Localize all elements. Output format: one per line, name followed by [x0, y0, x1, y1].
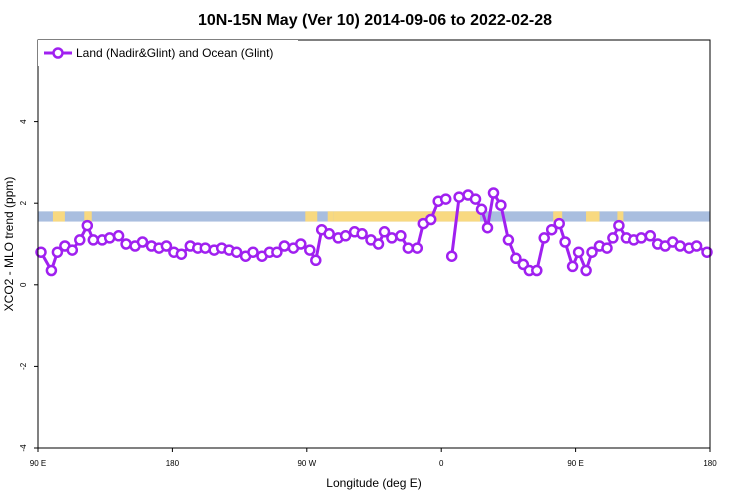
data-point — [469, 193, 482, 205]
y-tick-label: -2 — [19, 362, 28, 370]
data-point — [538, 232, 550, 244]
data-point — [635, 232, 648, 244]
data-point — [35, 246, 47, 258]
data-point — [378, 226, 391, 238]
data-point — [495, 199, 507, 211]
land-segment — [553, 211, 563, 222]
x-tick-label: 90 E — [30, 459, 46, 468]
data-point — [613, 219, 625, 232]
land-segment — [52, 211, 65, 222]
data-point — [395, 230, 407, 242]
data-point — [74, 234, 86, 246]
axis-ticks: 90 E 180 90 W 0 90 E 180 -4 -2 0 2 4 — [19, 119, 717, 468]
y-tick-label: -4 — [19, 444, 28, 452]
data-point — [487, 187, 500, 199]
data-point — [424, 213, 437, 226]
data-point — [81, 219, 94, 232]
legend-marker — [52, 47, 64, 59]
x-tick-label: 180 — [166, 459, 180, 468]
data-point — [51, 246, 64, 258]
data-point — [66, 244, 79, 256]
data-point — [586, 246, 598, 258]
land-segment — [327, 211, 334, 222]
x-axis-label: Longitude (deg E) — [326, 476, 421, 490]
data-point — [372, 238, 385, 250]
y-tick-label: 0 — [19, 282, 28, 287]
data-point — [580, 264, 592, 277]
data-point — [701, 246, 713, 258]
data-point — [559, 236, 571, 248]
data-point — [475, 203, 488, 216]
data-point — [386, 232, 398, 244]
land-ocean-mask — [38, 211, 710, 222]
y-tick-label: 4 — [19, 119, 28, 124]
data-point — [247, 246, 259, 258]
legend-entry: Land (Nadir&Glint) and Ocean (Glint) — [76, 46, 273, 60]
data-series — [35, 187, 713, 277]
x-tick-label: 90 W — [297, 459, 316, 468]
data-point — [439, 193, 452, 205]
data-point — [453, 191, 465, 203]
land-segment — [586, 211, 600, 222]
data-point — [607, 232, 619, 244]
data-point — [310, 254, 322, 267]
land-segment — [333, 211, 481, 222]
data-point — [278, 240, 291, 252]
data-point — [510, 252, 522, 265]
data-point — [690, 240, 703, 252]
data-point — [339, 230, 352, 242]
x-tick-label: 0 — [439, 459, 444, 468]
data-point — [566, 260, 579, 273]
data-point — [545, 223, 558, 236]
data-point — [136, 236, 149, 248]
data-point — [160, 240, 173, 252]
data-point — [120, 238, 132, 250]
data-point — [199, 242, 212, 254]
legend-box — [38, 40, 298, 66]
data-point — [481, 221, 494, 234]
data-point — [295, 238, 307, 250]
data-point — [572, 246, 585, 258]
data-point — [402, 242, 415, 254]
data-point — [304, 244, 316, 256]
data-point — [45, 264, 58, 277]
y-axis-label: XCO2 - MLO trend (ppm) — [2, 177, 16, 312]
data-point — [112, 230, 125, 242]
land-segment — [617, 211, 624, 222]
legend: Land (Nadir&Glint) and Ocean (Glint) — [38, 40, 298, 66]
x-tick-label: 90 E — [567, 459, 583, 468]
data-point — [356, 228, 368, 240]
data-point — [674, 240, 686, 252]
data-point — [553, 217, 565, 230]
data-point — [103, 232, 116, 244]
data-point — [601, 242, 613, 254]
land-segment — [305, 211, 318, 222]
y-tick-label: 2 — [19, 200, 28, 205]
data-point — [445, 250, 458, 262]
data-point — [411, 242, 424, 254]
data-point — [230, 246, 243, 258]
data-point — [531, 264, 543, 277]
chart-title: 10N-15N May (Ver 10) 2014-09-06 to 2022-… — [198, 12, 552, 29]
land-segment — [84, 211, 92, 222]
data-point — [175, 248, 188, 260]
data-point — [323, 228, 335, 240]
data-point — [644, 230, 657, 242]
x-tick-label: 180 — [703, 459, 717, 468]
data-point — [271, 246, 283, 258]
plot-frame — [37, 39, 711, 449]
data-point — [502, 234, 515, 246]
